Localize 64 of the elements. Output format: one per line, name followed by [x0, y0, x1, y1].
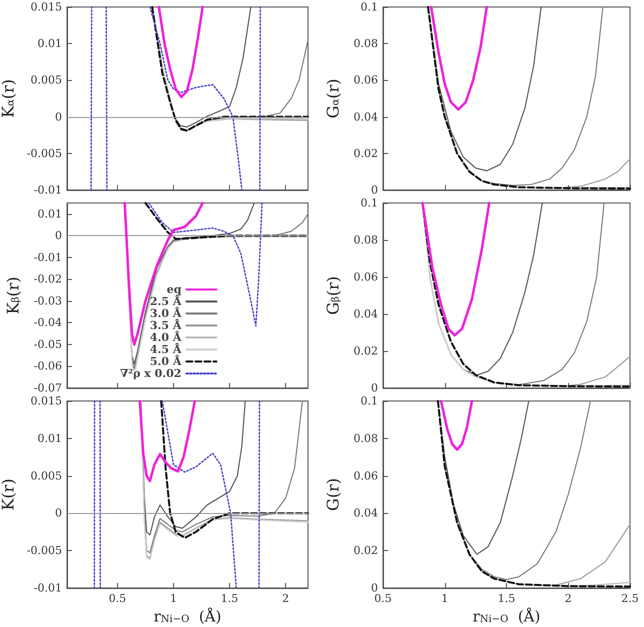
- y-tick-label: -0.04: [34, 316, 62, 330]
- y-tick-label: 0.005: [30, 74, 62, 87]
- y-axis-title: Gα(r): [324, 78, 342, 118]
- y-tick-label: 0: [55, 229, 62, 242]
- y-tick-label: 0.015: [30, 394, 62, 408]
- y-tick-label: 0.1: [360, 196, 378, 210]
- y-tick-label: 0.02: [354, 146, 378, 160]
- y-tick-label: 0: [371, 184, 378, 196]
- y-tick-label: 0: [371, 382, 378, 394]
- y-tick-label: 0.04: [354, 506, 378, 520]
- y-tick-label: 0.06: [354, 74, 378, 87]
- y-tick-label: -0.05: [34, 338, 62, 351]
- x-tick-label: 0.5: [108, 592, 126, 605]
- y-tick-label: 0.06: [354, 469, 378, 482]
- legend-label: 3.5 Å: [150, 318, 182, 332]
- y-tick-label: -0.005: [26, 544, 62, 558]
- legend-label: ∇²ρ x 0.02: [120, 367, 182, 380]
- y-tick-label: 0.06: [354, 270, 378, 284]
- y-tick-label: -0.01: [34, 582, 62, 594]
- y-tick-label: 0.08: [354, 37, 378, 50]
- y-tick-label: 0.02: [354, 544, 378, 558]
- y-tick-label: -0.07: [34, 382, 62, 394]
- y-tick-label: 0.1: [360, 394, 378, 408]
- y-tick-label: 0.1: [360, 0, 378, 14]
- y-tick-label: 0.01: [38, 207, 62, 220]
- legend-label: eq: [166, 283, 182, 296]
- y-tick-label: -0.01: [34, 250, 62, 264]
- y-tick-label: 0: [55, 110, 62, 124]
- y-tick-label: 0.015: [30, 0, 62, 14]
- x-tick-label: 0.5: [374, 592, 392, 605]
- y-axis-title: K(r): [0, 478, 18, 511]
- legend-label: 3.0 Å: [150, 306, 182, 320]
- y-axis-title: Kβ(r): [4, 276, 22, 314]
- legend-label: 2.5 Å: [150, 294, 182, 308]
- y-axis-title: Gβ(r): [324, 276, 342, 315]
- x-tick-label: 2: [564, 592, 572, 605]
- y-tick-label: -0.03: [34, 294, 62, 308]
- x-tick-label: 2: [282, 592, 290, 605]
- x-axis-title: rNi−O (Å): [472, 607, 540, 626]
- legend-label: 5.0 Å: [150, 354, 182, 368]
- y-tick-label: 0.005: [30, 469, 62, 482]
- x-tick-label: 1.5: [220, 592, 238, 605]
- y-tick-label: 0.01: [38, 37, 62, 50]
- y-axis-title: G(r): [324, 478, 342, 511]
- y-tick-label: -0.02: [34, 272, 62, 286]
- y-tick-label: 0.02: [354, 344, 378, 358]
- legend-label: 4.5 Å: [150, 342, 182, 356]
- x-axis-title: rNi−O (Å): [154, 607, 222, 626]
- x-tick-label: 1: [170, 592, 177, 605]
- y-tick-label: 0: [371, 582, 378, 594]
- x-tick-label: 2.5: [621, 592, 639, 605]
- y-tick-label: 0: [55, 506, 62, 520]
- y-tick-label: -0.01: [34, 184, 62, 196]
- y-tick-label: 0.01: [38, 432, 62, 445]
- legend-label: 4.0 Å: [150, 330, 182, 344]
- y-tick-label: 0.04: [354, 308, 378, 320]
- y-tick-label: 0.04: [354, 110, 378, 124]
- y-tick-label: -0.06: [34, 360, 62, 373]
- x-tick-label: 1: [441, 592, 448, 605]
- y-tick-label: 0.08: [354, 432, 378, 445]
- y-axis-title: Kα(r): [0, 79, 18, 118]
- x-tick-label: 1.5: [498, 592, 516, 605]
- y-tick-label: -0.005: [26, 146, 62, 160]
- y-tick-label: 0.08: [354, 234, 378, 246]
